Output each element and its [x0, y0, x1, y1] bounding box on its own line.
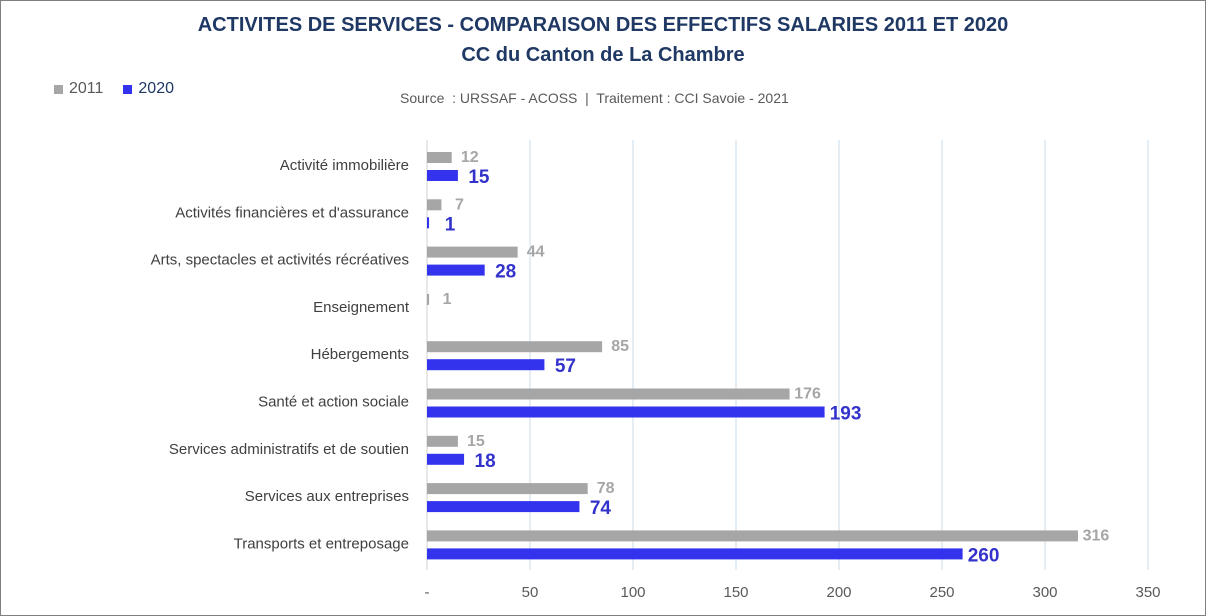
x-tick-label: 50 [522, 584, 539, 601]
data-label-2020: 74 [590, 498, 612, 519]
data-label-2011: 78 [597, 480, 615, 497]
data-label-2011: 44 [527, 244, 545, 261]
category-label: Transports et entreposage [234, 535, 409, 552]
category-label: Santé et action sociale [258, 394, 409, 411]
category-label: Arts, spectacles et activités récréative… [151, 252, 409, 269]
bar-2011 [427, 293, 430, 305]
bar-2020 [427, 217, 430, 229]
data-label-2011: 85 [611, 338, 629, 355]
data-label-2011: 7 [455, 196, 464, 213]
category-label: Services aux entreprises [245, 488, 409, 505]
chart-subtitle: CC du Canton de La Chambre [461, 44, 745, 66]
bar-2020 [427, 501, 580, 513]
data-label-2020: 57 [555, 356, 576, 377]
bar-2011 [427, 246, 518, 258]
x-tick-label: - [425, 584, 430, 601]
data-label-2011: 316 [1083, 527, 1110, 544]
category-label: Activité immobilière [280, 157, 409, 174]
data-label-2011: 1 [443, 291, 452, 308]
x-tick-label: 100 [620, 584, 645, 601]
bar-2011 [427, 530, 1078, 542]
data-label-2011: 15 [467, 433, 485, 450]
bar-2020 [427, 453, 465, 465]
x-tick-label: 350 [1135, 584, 1160, 601]
legend-swatch-2020 [123, 84, 133, 94]
x-tick-label: 200 [826, 584, 851, 601]
source-note: Source : URSSAF - ACOSS | Traitement : C… [400, 90, 789, 106]
data-label-2020: 15 [468, 167, 490, 188]
bar-2020 [427, 170, 458, 181]
legend-item-2011: 2011 [54, 80, 103, 98]
legend-label-2020: 2020 [138, 80, 174, 97]
data-label-2020: 28 [495, 262, 516, 283]
legend-label-2011: 2011 [69, 80, 104, 97]
bar-2020 [427, 264, 485, 276]
category-label: Activités financières et d'assurance [175, 204, 409, 221]
data-label-2020: 193 [830, 404, 862, 425]
x-tick-label: 300 [1032, 584, 1057, 601]
bar-2011 [427, 341, 603, 353]
bar-2011 [427, 435, 458, 447]
data-label-2020: 260 [968, 545, 1000, 566]
category-label: Services administratifs et de soutien [169, 441, 409, 458]
data-label-2020: 1 [445, 214, 456, 235]
legend: 2011 2020 [54, 80, 194, 98]
category-label: Hébergements [311, 346, 409, 363]
bar-2020 [427, 406, 825, 418]
bar-2020 [427, 548, 963, 560]
legend-swatch-2011 [54, 84, 63, 94]
data-label-2020: 18 [475, 451, 496, 472]
bar-2011 [427, 388, 790, 400]
x-tick-label: 150 [723, 584, 748, 601]
legend-item-2020: 2020 [123, 80, 174, 98]
chart-title: ACTIVITES DE SERVICES - COMPARAISON DES … [197, 14, 1009, 36]
x-tick-label: 250 [929, 584, 954, 601]
bar-2020 [427, 359, 545, 371]
data-label-2011: 176 [794, 386, 821, 403]
bar-2011 [427, 152, 452, 163]
data-label-2011: 12 [461, 149, 479, 166]
category-label: Enseignement [313, 299, 410, 316]
bar-2011 [427, 199, 442, 211]
bar-2011 [427, 483, 588, 495]
